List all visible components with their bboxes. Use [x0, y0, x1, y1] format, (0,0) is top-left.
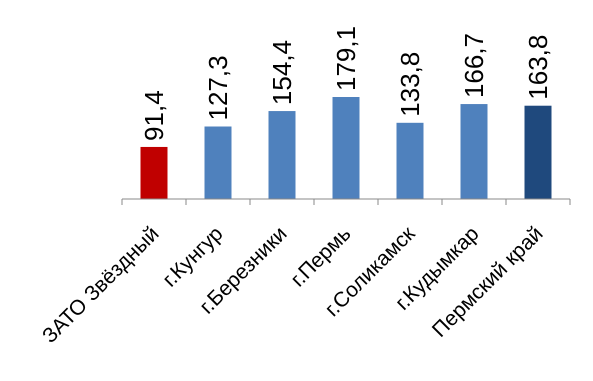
- bar: [396, 122, 424, 199]
- bar-value-label: 166,7: [459, 33, 489, 98]
- bar: [332, 97, 360, 199]
- category-label: ЗАТО Звёздный: [38, 222, 163, 347]
- bar-value-label: 179,1: [331, 26, 361, 91]
- bar-value-label: 154,4: [267, 40, 297, 105]
- category-labels-group: ЗАТО Звёздныйг.Кунгург.Березникиг.Пермьг…: [38, 222, 547, 348]
- bar: [460, 104, 488, 199]
- value-labels-group: 91,4 127,3 154,4 179,1 133,8 166,7 163,8: [139, 26, 553, 141]
- category-label: Пермский край: [428, 222, 548, 342]
- bar-value-label: 163,8: [523, 35, 553, 100]
- bar: [204, 126, 232, 199]
- bar-value-label: 127,3: [203, 55, 233, 120]
- bars-group: [140, 97, 552, 199]
- bar-value-label: 133,8: [395, 52, 425, 117]
- bar-value-label: 91,4: [139, 90, 169, 141]
- x-axis-ticks: [121, 199, 571, 205]
- bar: [268, 111, 296, 199]
- bar: [140, 146, 168, 199]
- bar: [524, 105, 552, 199]
